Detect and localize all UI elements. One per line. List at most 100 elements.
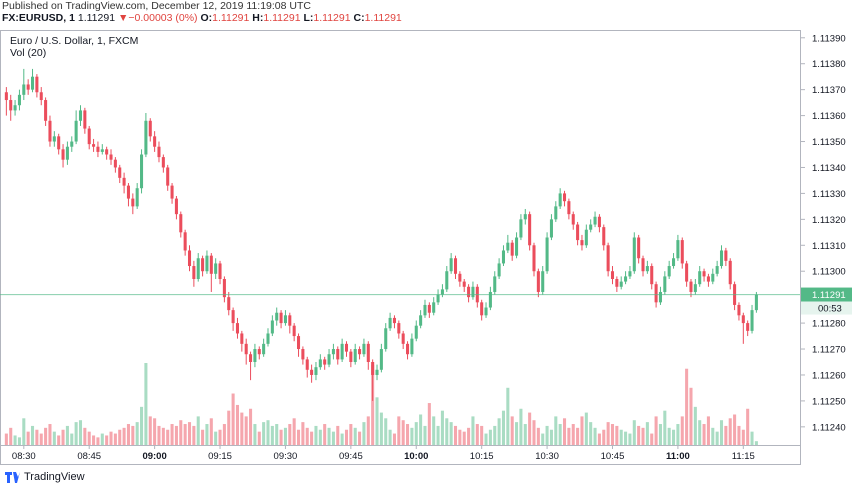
volume-bar [397, 416, 401, 445]
countdown-box [801, 301, 852, 315]
candle-body [523, 214, 527, 220]
volume-bar [30, 425, 35, 445]
candle-body [78, 110, 83, 121]
volume-bar [227, 410, 231, 445]
volume-bar [733, 414, 737, 445]
x-tick-label: 08:45 [77, 451, 101, 462]
candle-body [606, 245, 610, 272]
volume-bar [340, 433, 344, 445]
volume-bar [545, 425, 549, 445]
candle-body [214, 263, 218, 274]
volume-bar [179, 420, 183, 445]
volume-bar [201, 429, 205, 445]
volume-bar [157, 425, 161, 445]
volume-bar [122, 427, 126, 445]
volume-bar [467, 427, 471, 445]
volume-bar [685, 368, 689, 445]
volume-bar [262, 422, 266, 445]
countdown: 00:53 [818, 304, 842, 315]
candle-body [161, 157, 165, 168]
volume-bar [689, 387, 693, 445]
y-tick-label: 1.11240 [812, 422, 846, 433]
logo-shape [5, 472, 20, 483]
candle-body [222, 279, 226, 298]
candle-body [135, 188, 139, 207]
candle-body [392, 317, 396, 324]
candle-body [676, 240, 680, 259]
volume-bar [419, 414, 423, 445]
volume-bar [698, 420, 702, 445]
y-tick-label: 1.11250 [812, 396, 846, 407]
volume-bar [410, 427, 414, 445]
candle-body [689, 281, 693, 292]
volume-bar [379, 412, 383, 445]
x-tick-label: 11:00 [666, 451, 690, 462]
candle-body [166, 167, 170, 186]
volume-bar [349, 424, 353, 445]
candle-body [549, 219, 553, 238]
candle-body [35, 76, 39, 93]
candle-body [480, 302, 484, 316]
volume-bar [641, 427, 645, 445]
volume-bar [606, 422, 610, 445]
volume-bar [610, 424, 615, 445]
volume-bar [4, 433, 8, 445]
y-tick-label: 1.11310 [812, 241, 846, 252]
volume-bar [283, 427, 287, 445]
volume-bar [87, 431, 91, 445]
l-label: L: [303, 12, 314, 24]
candle-body [201, 258, 205, 272]
l-value: 1.11291 [313, 12, 351, 24]
candle-body [410, 338, 414, 355]
candle-body [467, 286, 471, 298]
volume-bar [270, 425, 274, 445]
candle-body [275, 312, 279, 321]
candle-body [462, 281, 466, 287]
volume-bar [244, 416, 248, 445]
candle-body [96, 146, 100, 152]
candle-body [423, 304, 427, 316]
candle-body [22, 84, 26, 95]
candle-body [87, 128, 91, 145]
candle-body [624, 276, 628, 282]
candle-body [113, 159, 117, 168]
candle-body [371, 362, 375, 375]
candle-body [92, 144, 96, 147]
volume-bar [528, 412, 532, 445]
candle-body [70, 141, 74, 147]
volume-bar [39, 433, 43, 445]
volume-bar [126, 424, 130, 445]
volume-bar [401, 420, 405, 445]
candle-body [310, 369, 314, 375]
volume-bar [70, 433, 74, 445]
volume-bar [83, 427, 87, 445]
volume-bar [711, 427, 715, 445]
candle-body [453, 258, 458, 274]
y-tick-label: 1.11260 [812, 370, 846, 381]
candle-body [105, 149, 109, 155]
candle-body [209, 255, 213, 274]
candle-body [519, 219, 523, 238]
volume-bar [266, 420, 270, 445]
candle-body [157, 146, 161, 158]
candle-body [672, 258, 676, 267]
candle-body [440, 289, 444, 295]
x-tick-label: 09:30 [274, 451, 298, 462]
volume-bar [462, 431, 466, 445]
volume-bar [672, 429, 676, 445]
candle-body [667, 266, 671, 277]
candle-body [728, 260, 732, 285]
candle-body [266, 333, 270, 344]
volume-bar [562, 418, 567, 445]
volume-bar [440, 410, 444, 445]
volume-bar [13, 435, 17, 445]
x-tick-label: 08:30 [12, 451, 36, 462]
volume-bar [645, 422, 649, 445]
x-tick-label: 10:30 [535, 451, 559, 462]
candle-body [715, 266, 719, 274]
volume-bar [663, 410, 667, 445]
candle-body [750, 310, 754, 331]
candle-body [122, 177, 126, 186]
volume-bar [166, 429, 170, 445]
volume-bar [715, 431, 719, 445]
